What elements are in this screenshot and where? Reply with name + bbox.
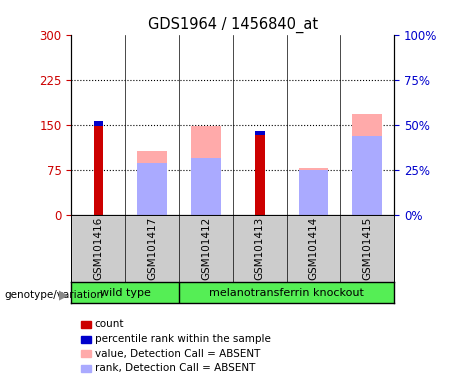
Bar bbox=[191, 158, 221, 215]
Text: percentile rank within the sample: percentile rank within the sample bbox=[95, 334, 271, 344]
Bar bbox=[191, 126, 221, 215]
Text: GSM101412: GSM101412 bbox=[201, 217, 211, 280]
Title: GDS1964 / 1456840_at: GDS1964 / 1456840_at bbox=[148, 17, 318, 33]
Text: GSM101413: GSM101413 bbox=[254, 217, 265, 280]
Bar bbox=[299, 170, 328, 215]
Text: ▶: ▶ bbox=[59, 288, 68, 301]
Text: count: count bbox=[95, 319, 124, 329]
Bar bbox=[353, 136, 382, 215]
Text: wild type: wild type bbox=[100, 288, 151, 298]
Bar bbox=[353, 114, 382, 215]
Text: GSM101415: GSM101415 bbox=[362, 217, 372, 280]
Text: GSM101417: GSM101417 bbox=[147, 217, 157, 280]
Text: melanotransferrin knockout: melanotransferrin knockout bbox=[209, 288, 364, 298]
Text: GSM101414: GSM101414 bbox=[308, 217, 319, 280]
Bar bbox=[255, 135, 265, 215]
Text: genotype/variation: genotype/variation bbox=[5, 290, 104, 300]
Text: value, Detection Call = ABSENT: value, Detection Call = ABSENT bbox=[95, 349, 260, 359]
Bar bbox=[94, 121, 103, 126]
Bar bbox=[137, 163, 167, 215]
Bar bbox=[255, 131, 265, 135]
Bar bbox=[94, 126, 103, 215]
Bar bbox=[137, 151, 167, 215]
Text: GSM101416: GSM101416 bbox=[93, 217, 103, 280]
Text: rank, Detection Call = ABSENT: rank, Detection Call = ABSENT bbox=[95, 363, 255, 373]
Bar bbox=[299, 168, 328, 215]
